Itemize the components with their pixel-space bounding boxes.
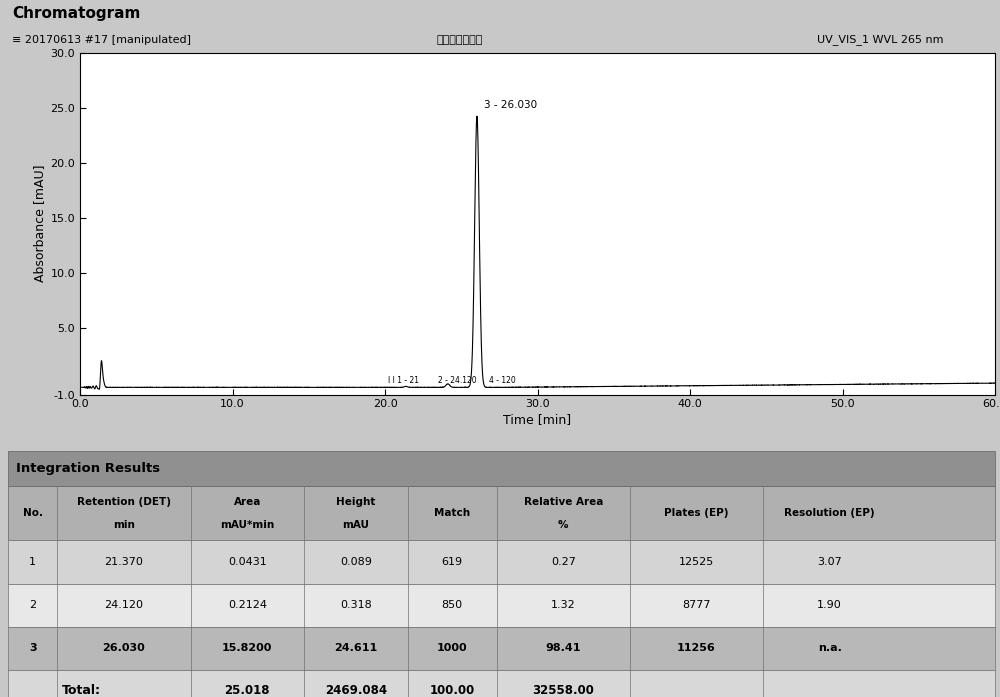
- Text: UV_VIS_1 WVL 265 nm: UV_VIS_1 WVL 265 nm: [817, 34, 943, 45]
- Text: n.a.: n.a.: [818, 643, 842, 653]
- Text: 3.07: 3.07: [817, 557, 842, 567]
- Text: 0.318: 0.318: [340, 600, 372, 610]
- Text: 24.120: 24.120: [104, 600, 143, 610]
- Text: 3 - 26.030: 3 - 26.030: [484, 100, 537, 110]
- Text: Area: Area: [234, 498, 261, 507]
- Bar: [8, 540, 995, 583]
- Text: 1000: 1000: [437, 643, 467, 653]
- Text: 15.8200: 15.8200: [222, 643, 273, 653]
- Text: Height: Height: [336, 498, 376, 507]
- Text: 1.32: 1.32: [551, 600, 576, 610]
- Text: 24.611: 24.611: [334, 643, 378, 653]
- Text: Chromatogram: Chromatogram: [12, 6, 140, 21]
- Y-axis label: Absorbance [mAU]: Absorbance [mAU]: [33, 165, 46, 282]
- Text: No.: No.: [23, 508, 43, 518]
- Text: 32558.00: 32558.00: [532, 684, 594, 697]
- Text: Match: Match: [434, 508, 470, 518]
- Text: 2: 2: [29, 600, 36, 610]
- Text: 2469.084: 2469.084: [325, 684, 387, 697]
- Text: I I 1 - 21: I I 1 - 21: [388, 376, 419, 385]
- Text: 25.018: 25.018: [225, 684, 270, 697]
- Text: 1.90: 1.90: [817, 600, 842, 610]
- Text: Relative Area: Relative Area: [524, 498, 603, 507]
- Text: 1: 1: [29, 557, 36, 567]
- Text: 850: 850: [442, 600, 463, 610]
- Text: Resolution (EP): Resolution (EP): [784, 508, 875, 518]
- Text: mAU*min: mAU*min: [220, 520, 274, 530]
- Text: 11256: 11256: [677, 643, 716, 653]
- Text: 21.370: 21.370: [105, 557, 143, 567]
- Text: 0.27: 0.27: [551, 557, 576, 567]
- Text: 98.41: 98.41: [545, 643, 581, 653]
- Text: 619: 619: [442, 557, 463, 567]
- Text: 4 - 120: 4 - 120: [489, 376, 515, 385]
- Bar: [8, 486, 995, 540]
- Bar: [8, 452, 995, 486]
- Text: 3: 3: [29, 643, 36, 653]
- Text: 0.089: 0.089: [340, 557, 372, 567]
- Text: 8777: 8777: [682, 600, 711, 610]
- Text: Total:: Total:: [62, 684, 101, 697]
- Text: Integration Results: Integration Results: [16, 462, 160, 475]
- Bar: [8, 627, 995, 670]
- Text: 0.0431: 0.0431: [228, 557, 267, 567]
- Text: 12525: 12525: [679, 557, 714, 567]
- Bar: [8, 670, 995, 697]
- Text: （耐用性波长）: （耐用性波长）: [437, 35, 483, 45]
- Text: 0.2124: 0.2124: [228, 600, 267, 610]
- X-axis label: Time [min]: Time [min]: [503, 413, 572, 427]
- Text: mAU: mAU: [342, 520, 369, 530]
- Text: 26.030: 26.030: [103, 643, 145, 653]
- Text: %: %: [558, 520, 568, 530]
- Text: 2 - 24.120: 2 - 24.120: [438, 376, 477, 385]
- Bar: [8, 583, 995, 627]
- Text: min: min: [113, 520, 135, 530]
- Text: 100.00: 100.00: [430, 684, 475, 697]
- Text: ≡ 20170613 #17 [manipulated]: ≡ 20170613 #17 [manipulated]: [12, 35, 191, 45]
- Text: Plates (EP): Plates (EP): [664, 508, 729, 518]
- Text: Retention (DET): Retention (DET): [77, 498, 171, 507]
